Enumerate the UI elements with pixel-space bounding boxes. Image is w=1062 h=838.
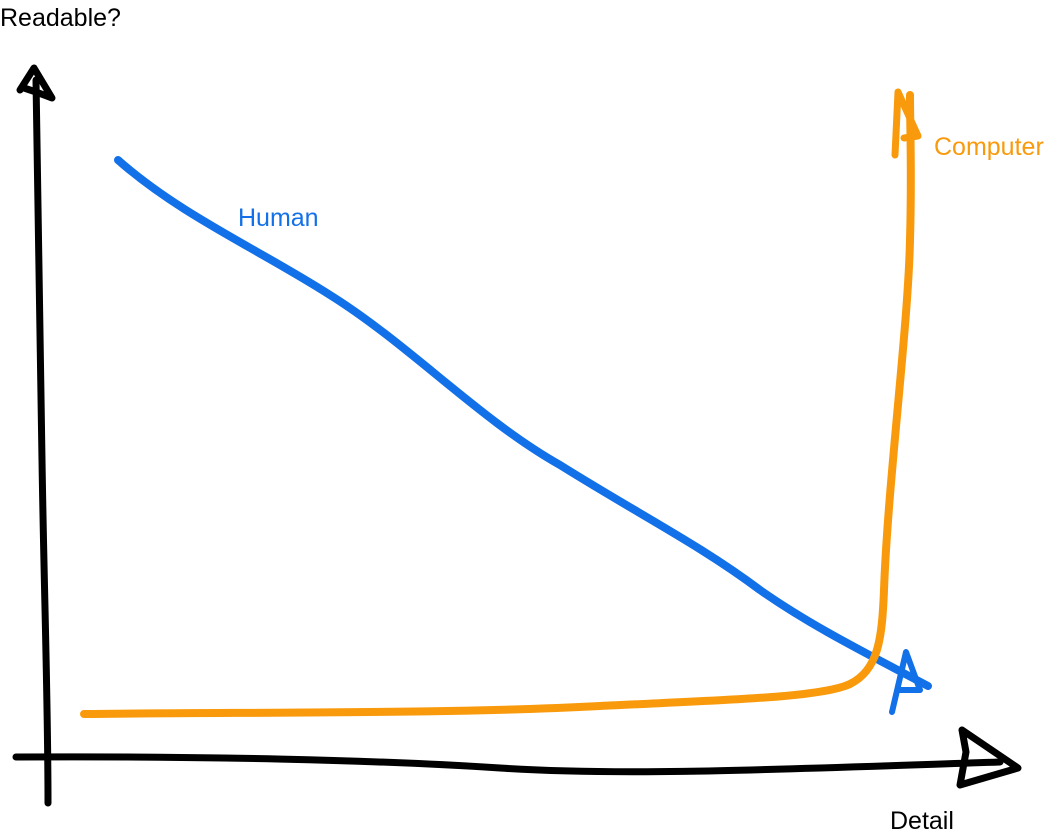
computer-label: Computer [934, 133, 1044, 161]
y-axis-arrowhead [16, 64, 56, 102]
y-axis-label: Readable? [0, 4, 121, 32]
x-axis [12, 753, 1004, 776]
x-axis-arrowhead [956, 726, 1022, 789]
human-curve [114, 156, 932, 690]
human-arrowhead [889, 649, 923, 715]
human-label: Human [238, 204, 319, 232]
computer-curve [80, 91, 915, 718]
computer-arrowhead [891, 88, 922, 159]
x-axis-label: Detail [890, 807, 954, 835]
y-axis [32, 76, 52, 807]
